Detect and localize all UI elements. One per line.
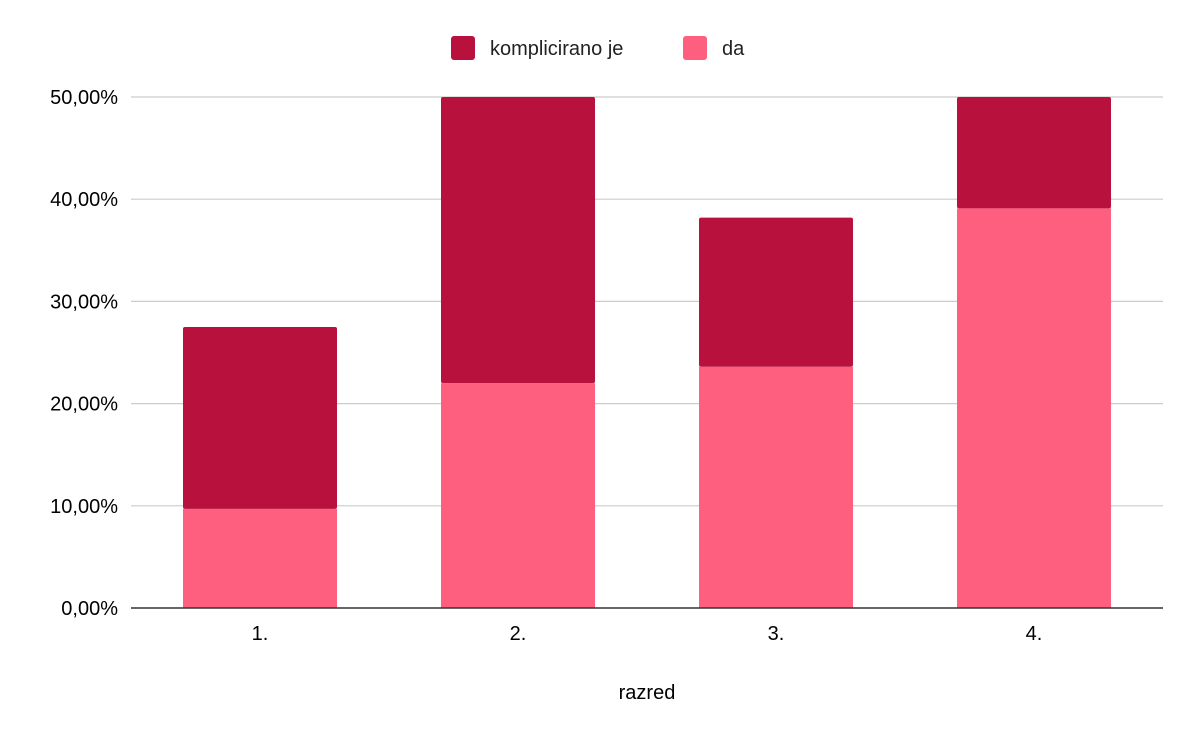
y-tick-label: 50,00%	[50, 87, 118, 109]
legend: komplicirano je da	[451, 36, 745, 60]
bar-segment-komplicirano-je-3	[699, 217, 853, 367]
bar-segment-da-1	[183, 508, 337, 608]
legend-label: komplicirano je	[490, 38, 623, 60]
x-tick-label: 3.	[768, 623, 785, 645]
x-axis-ticks: 1. 2. 3. 4.	[252, 623, 1043, 645]
x-tick-label: 4.	[1026, 623, 1043, 645]
bar-segment-da-4	[957, 208, 1111, 608]
bar-segment-komplicirano-je-2	[441, 97, 595, 384]
y-tick-label: 0,00%	[61, 598, 118, 620]
bars	[183, 97, 1111, 608]
bar-segment-da-3	[699, 366, 853, 608]
y-tick-label: 10,00%	[50, 496, 118, 518]
x-tick-label: 1.	[252, 623, 269, 645]
legend-label: da	[722, 38, 745, 60]
y-tick-label: 20,00%	[50, 394, 118, 416]
legend-swatch	[683, 36, 707, 60]
y-axis-ticks: 0,00% 10,00% 20,00% 30,00% 40,00% 50,00%	[50, 87, 118, 620]
x-tick-label: 2.	[510, 623, 527, 645]
y-tick-label: 30,00%	[50, 291, 118, 313]
y-tick-label: 40,00%	[50, 189, 118, 211]
bar-segment-komplicirano-je-4	[957, 97, 1111, 209]
legend-swatch	[451, 36, 475, 60]
x-axis-title: razred	[619, 682, 676, 704]
bar-segment-komplicirano-je-1	[183, 326, 337, 509]
bar-segment-da-2	[441, 383, 595, 608]
